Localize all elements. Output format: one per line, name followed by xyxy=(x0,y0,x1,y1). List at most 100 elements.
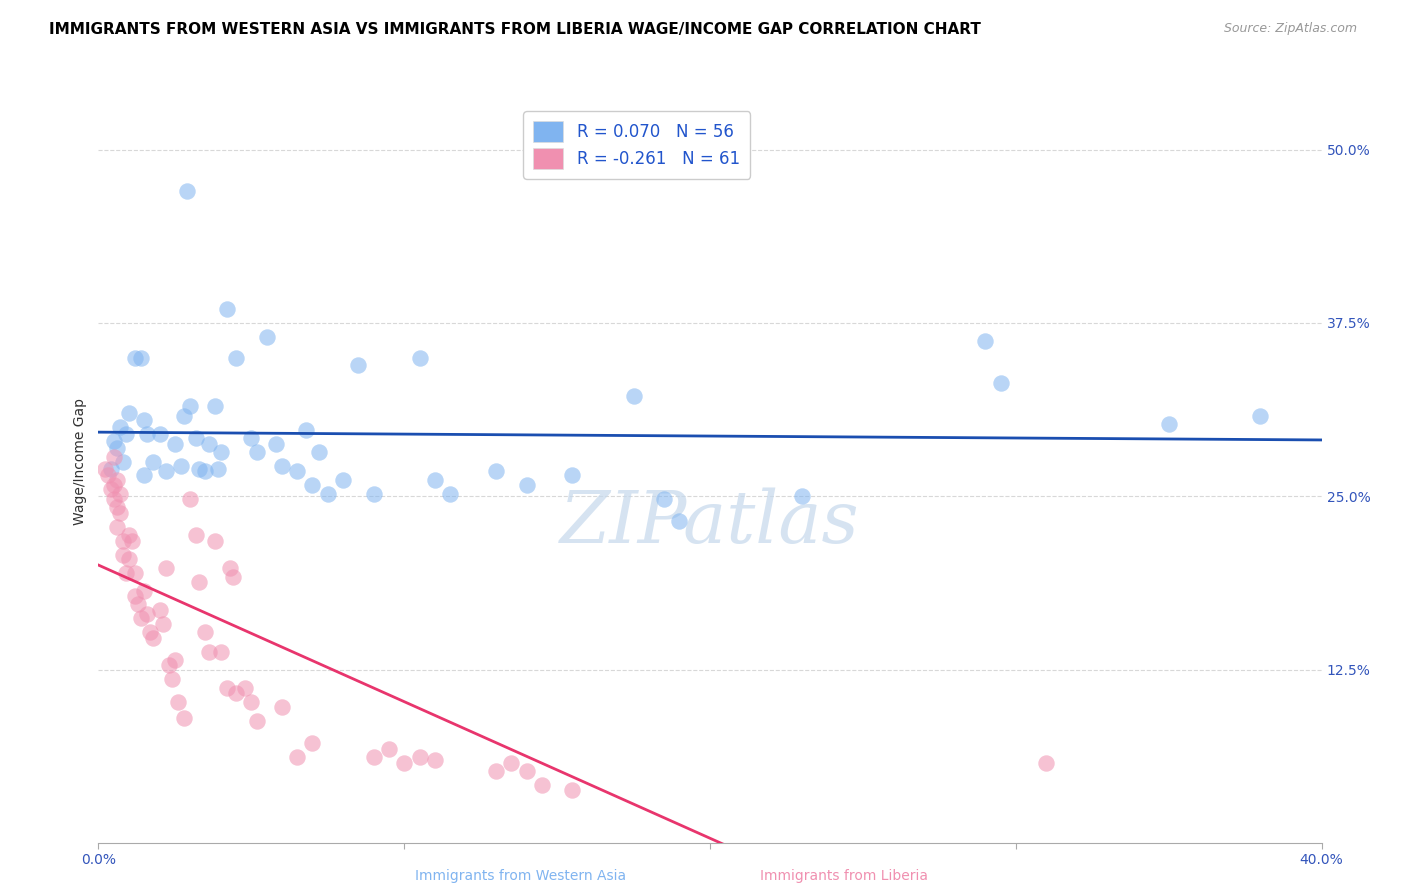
Point xyxy=(215,681,238,695)
Point xyxy=(285,750,308,764)
Point xyxy=(219,561,242,575)
Point xyxy=(270,458,292,473)
Point xyxy=(652,491,675,506)
Point xyxy=(270,700,292,714)
Point xyxy=(378,741,401,756)
Point xyxy=(974,334,997,348)
Point xyxy=(188,575,211,590)
Point xyxy=(118,528,141,542)
Point xyxy=(129,351,152,365)
Point xyxy=(129,611,152,625)
Point xyxy=(139,625,162,640)
Point xyxy=(332,473,354,487)
Point xyxy=(179,399,201,413)
Point xyxy=(246,714,269,728)
Point xyxy=(155,561,177,575)
Point xyxy=(149,603,172,617)
Point xyxy=(111,533,134,548)
Point xyxy=(149,426,172,441)
Point xyxy=(233,681,256,695)
Point xyxy=(222,570,245,584)
Point xyxy=(1035,756,1057,770)
Point xyxy=(108,486,131,500)
Point xyxy=(100,483,122,497)
Point xyxy=(111,454,134,469)
Point xyxy=(93,461,115,475)
Point xyxy=(423,473,446,487)
Point xyxy=(623,389,645,403)
Point xyxy=(105,500,128,515)
Point xyxy=(668,514,690,528)
Point xyxy=(561,783,583,797)
Point xyxy=(121,533,143,548)
Point xyxy=(186,431,208,445)
Point xyxy=(225,686,247,700)
Point xyxy=(118,406,141,420)
Point xyxy=(163,436,186,450)
Point xyxy=(1157,417,1180,432)
Point xyxy=(209,445,232,459)
Point xyxy=(103,491,125,506)
Point xyxy=(197,644,219,658)
Point xyxy=(990,376,1012,390)
Point xyxy=(485,464,508,478)
Point xyxy=(240,694,263,708)
Point xyxy=(118,551,141,566)
Point xyxy=(530,778,553,792)
Point xyxy=(115,566,138,580)
Point xyxy=(103,450,125,465)
Point xyxy=(301,478,323,492)
Point xyxy=(124,589,146,603)
Point xyxy=(188,461,211,475)
Point xyxy=(308,445,330,459)
Point xyxy=(1249,409,1271,423)
Point xyxy=(160,673,183,687)
Point xyxy=(194,464,217,478)
Point xyxy=(439,486,461,500)
Point xyxy=(516,478,538,492)
Point xyxy=(408,750,430,764)
Point xyxy=(108,506,131,520)
Point xyxy=(561,468,583,483)
Legend: R = 0.070   N = 56, R = -0.261   N = 61: R = 0.070 N = 56, R = -0.261 N = 61 xyxy=(523,112,749,178)
Point xyxy=(363,750,385,764)
Point xyxy=(173,409,195,423)
Point xyxy=(194,625,217,640)
Point xyxy=(142,454,165,469)
Point xyxy=(124,566,146,580)
Point xyxy=(127,598,149,612)
Point xyxy=(176,184,198,198)
Point xyxy=(163,653,186,667)
Point xyxy=(215,301,238,317)
Point xyxy=(316,486,339,500)
Point xyxy=(105,520,128,534)
Point xyxy=(155,464,177,478)
Point xyxy=(100,461,122,475)
Point xyxy=(301,736,323,750)
Point xyxy=(97,468,120,483)
Point xyxy=(485,764,508,778)
Point xyxy=(408,351,430,365)
Point xyxy=(501,756,523,770)
Point xyxy=(111,548,134,562)
Point xyxy=(142,631,165,645)
Point xyxy=(363,486,385,500)
Point xyxy=(207,461,229,475)
Point xyxy=(103,478,125,492)
Point xyxy=(134,413,156,427)
Point xyxy=(124,351,146,365)
Point xyxy=(246,445,269,459)
Point xyxy=(295,423,318,437)
Point xyxy=(186,528,208,542)
Point xyxy=(256,330,278,344)
Point xyxy=(115,426,138,441)
Point xyxy=(103,434,125,448)
Point xyxy=(285,464,308,478)
Point xyxy=(108,420,131,434)
Point xyxy=(157,658,180,673)
Point xyxy=(423,753,446,767)
Point xyxy=(136,607,159,621)
Point xyxy=(152,616,174,631)
Y-axis label: Wage/Income Gap: Wage/Income Gap xyxy=(73,398,87,525)
Point xyxy=(204,399,226,413)
